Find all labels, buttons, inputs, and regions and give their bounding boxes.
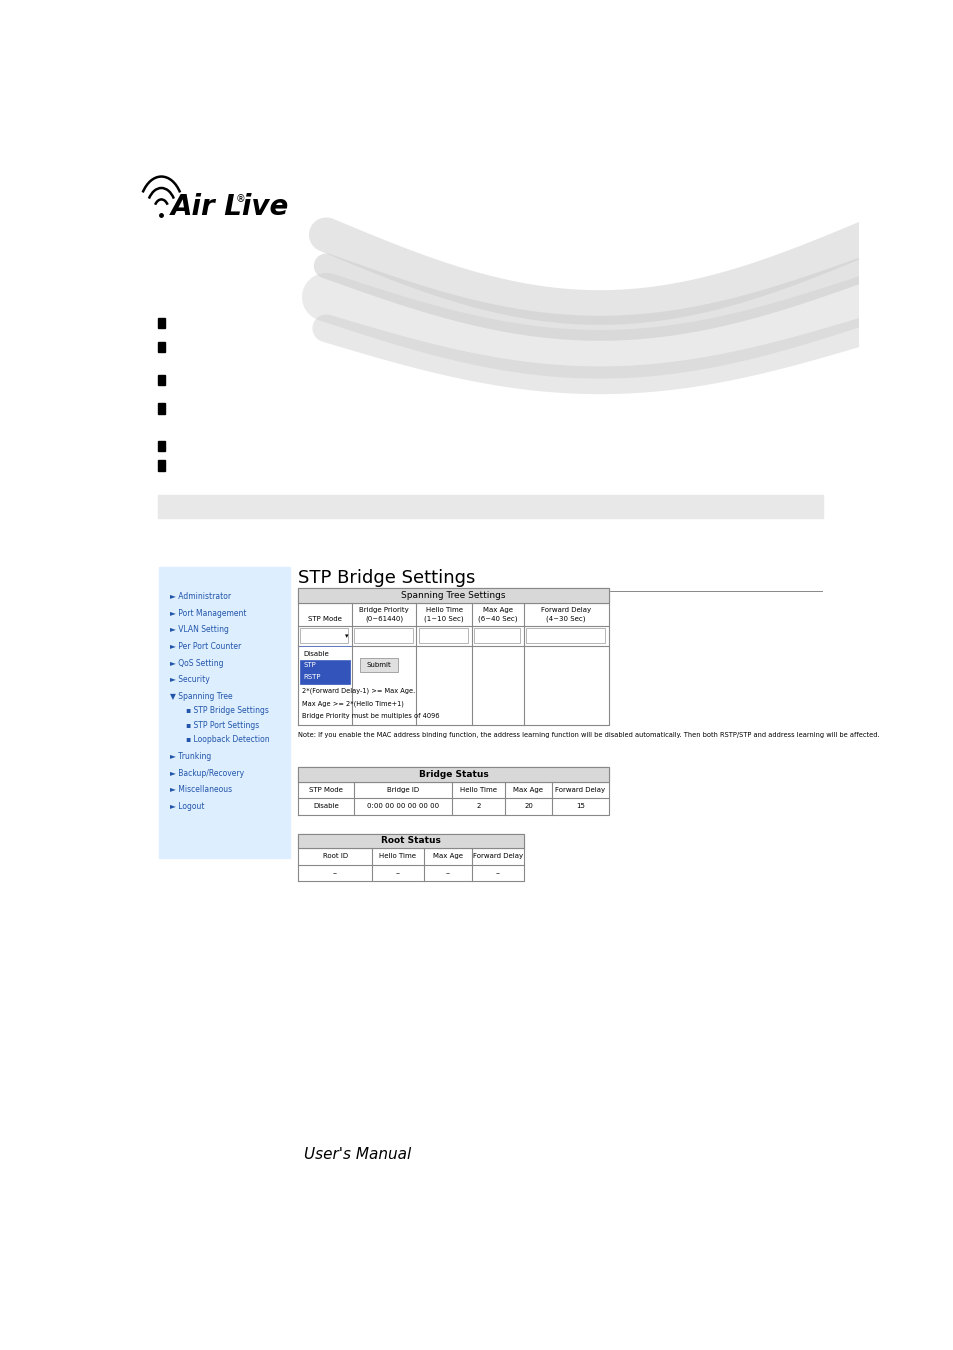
Text: ▼ Spanning Tree: ▼ Spanning Tree	[170, 691, 232, 701]
Text: 20: 20	[523, 803, 533, 810]
Text: 15: 15	[576, 803, 584, 810]
Text: Forward Delay: Forward Delay	[540, 608, 591, 613]
Text: ► Per Port Counter: ► Per Port Counter	[170, 641, 240, 651]
Text: ► Port Management: ► Port Management	[170, 609, 246, 618]
Text: Forward Delay: Forward Delay	[473, 853, 522, 860]
Text: Root Status: Root Status	[380, 836, 440, 845]
Text: --: --	[445, 869, 450, 876]
Text: Hello Time: Hello Time	[379, 853, 416, 860]
Text: ▪ Loopback Detection: ▪ Loopback Detection	[186, 736, 269, 744]
Text: 2: 2	[476, 803, 480, 810]
Text: Max Age: Max Age	[433, 853, 462, 860]
Text: Disable: Disable	[303, 651, 329, 656]
Bar	[418, 628, 468, 644]
Text: STP Mode: STP Mode	[308, 616, 342, 622]
Text: ► QoS Setting: ► QoS Setting	[170, 659, 223, 667]
Bar	[298, 767, 608, 782]
Text: 2*(Forward Delay-1) >= Max Age.: 2*(Forward Delay-1) >= Max Age.	[301, 688, 415, 694]
Text: ► Backup/Recovery: ► Backup/Recovery	[170, 768, 243, 778]
Text: Hello Time: Hello Time	[425, 608, 462, 613]
Bar	[474, 628, 519, 644]
Text: Spanning Tree Settings: Spanning Tree Settings	[401, 591, 505, 599]
Text: ®: ®	[235, 194, 246, 204]
Text: ► Miscellaneous: ► Miscellaneous	[170, 786, 232, 794]
Text: Note: If you enable the MAC address binding function, the address learning funct: Note: If you enable the MAC address bind…	[298, 732, 879, 737]
Text: --: --	[395, 869, 400, 876]
Bar	[157, 440, 165, 451]
Text: Hello Time: Hello Time	[459, 787, 497, 792]
Text: Bridge Priority: Bridge Priority	[359, 608, 409, 613]
Text: (4~30 Sec): (4~30 Sec)	[546, 616, 585, 622]
Text: --: --	[333, 869, 337, 876]
Text: Max Age: Max Age	[513, 787, 543, 792]
Text: User's Manual: User's Manual	[304, 1148, 411, 1162]
Text: Air Live: Air Live	[171, 193, 289, 220]
Text: ► Trunking: ► Trunking	[170, 752, 211, 761]
Text: STP: STP	[303, 662, 315, 668]
Bar	[300, 647, 350, 684]
Text: ► Administrator: ► Administrator	[170, 593, 231, 601]
Bar	[298, 589, 608, 602]
Text: Max Age: Max Age	[482, 608, 513, 613]
Bar	[298, 833, 523, 848]
Bar	[159, 567, 290, 859]
Text: ► VLAN Setting: ► VLAN Setting	[170, 625, 228, 634]
Text: STP Bridge Settings: STP Bridge Settings	[298, 568, 475, 587]
Text: ▾: ▾	[344, 633, 348, 639]
Bar	[300, 648, 350, 659]
Bar	[157, 342, 165, 352]
Bar	[157, 494, 822, 517]
Bar	[157, 375, 165, 386]
Bar	[157, 404, 165, 413]
Text: Forward Delay: Forward Delay	[555, 787, 604, 792]
Text: Bridge Status: Bridge Status	[418, 769, 488, 779]
Text: 0:00 00 00 00 00 00: 0:00 00 00 00 00 00	[366, 803, 438, 810]
Text: --: --	[495, 869, 499, 876]
Bar	[300, 628, 348, 644]
Bar	[157, 460, 165, 471]
Bar	[354, 628, 413, 644]
Text: ▪ STP Port Settings: ▪ STP Port Settings	[186, 721, 259, 730]
Text: ▪ STP Bridge Settings: ▪ STP Bridge Settings	[186, 706, 269, 716]
Text: ► Security: ► Security	[170, 675, 209, 684]
Text: (1~10 Sec): (1~10 Sec)	[424, 616, 463, 622]
Text: STP Mode: STP Mode	[309, 787, 342, 792]
Text: Bridge Priority must be multiples of 4096: Bridge Priority must be multiples of 409…	[301, 713, 439, 720]
Text: (0~61440): (0~61440)	[365, 616, 403, 622]
Text: RSTP: RSTP	[303, 674, 320, 679]
Bar	[525, 628, 604, 644]
Text: ► Logout: ► Logout	[170, 802, 204, 811]
Text: Submit: Submit	[366, 662, 391, 668]
Bar	[359, 657, 397, 672]
Text: Max Age >= 2*(Hello Time+1): Max Age >= 2*(Hello Time+1)	[301, 701, 403, 707]
Text: Bridge ID: Bridge ID	[386, 787, 418, 792]
Bar	[157, 319, 165, 328]
Text: Root ID: Root ID	[322, 853, 347, 860]
Text: Disable: Disable	[313, 803, 338, 810]
Text: (6~40 Sec): (6~40 Sec)	[477, 616, 517, 622]
